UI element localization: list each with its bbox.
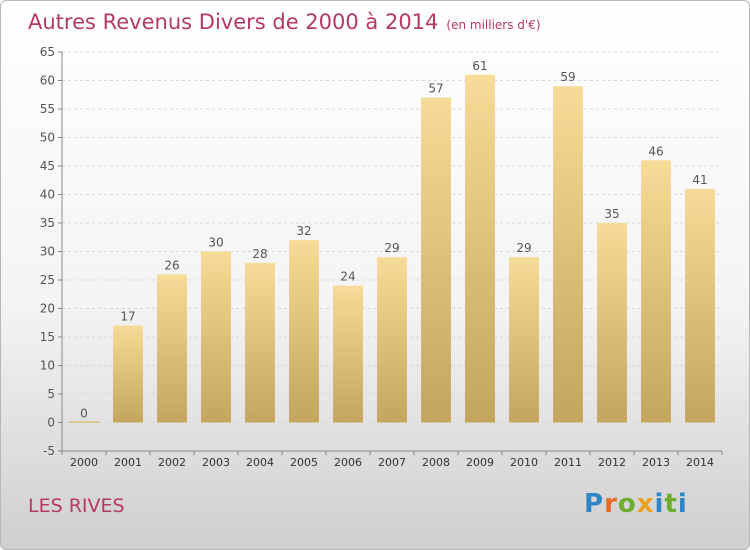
data-label-2007: 29	[384, 241, 399, 255]
bar-2013	[641, 160, 671, 423]
chart-title: Autres Revenus Divers de 2000 à 2014 (en …	[28, 10, 541, 34]
bar-2003	[201, 251, 231, 423]
x-tick-label-2001: 2001	[114, 456, 142, 469]
bar-2009	[465, 74, 495, 423]
bar-2012	[597, 223, 627, 423]
data-labels: 0 17 26 30 28 32 24 29 57 61 29 59 35 46 41	[80, 59, 707, 421]
y-tick-label: 55	[40, 102, 55, 116]
data-label-2012: 35	[604, 207, 619, 221]
x-tick-label-2000: 2000	[70, 456, 98, 469]
y-tick-label: 65	[40, 45, 55, 59]
data-label-2006: 24	[340, 270, 355, 284]
x-tick-label-2013: 2013	[642, 456, 670, 469]
y-tick-label: 20	[40, 302, 55, 316]
data-label-2014: 41	[692, 173, 707, 187]
y-tick-label: 15	[40, 330, 55, 344]
data-label-2009: 61	[472, 59, 487, 73]
data-label-2010: 29	[516, 241, 531, 255]
x-tick-label-2005: 2005	[290, 456, 318, 469]
x-tick-label-2011: 2011	[554, 456, 582, 469]
data-label-2002: 26	[164, 258, 179, 272]
commune-name: LES RIVES	[28, 495, 125, 517]
bar-2010	[509, 257, 539, 423]
bars	[69, 74, 715, 423]
data-label-2004: 28	[252, 247, 267, 261]
y-tick-label: 0	[47, 416, 55, 430]
bar-2008	[421, 97, 451, 423]
data-label-2005: 32	[296, 224, 311, 238]
logo-letter: o	[617, 489, 637, 519]
data-label-2011: 59	[560, 70, 575, 84]
logo-letter: P	[584, 489, 605, 519]
y-tick-label: 5	[47, 387, 55, 401]
logo-letter: r	[604, 489, 618, 519]
x-tick-label-2012: 2012	[598, 456, 626, 469]
x-tick-label-2002: 2002	[158, 456, 186, 469]
data-label-2000: 0	[80, 407, 88, 421]
logo-letter: t	[664, 489, 678, 519]
logo-letter: i	[677, 489, 688, 519]
bar-2006	[333, 285, 363, 423]
x-tick-label-2014: 2014	[686, 456, 714, 469]
x-tick-label-2009: 2009	[466, 456, 494, 469]
bar-2004	[245, 262, 275, 423]
bar-2014	[685, 188, 715, 423]
y-tick-label: 30	[40, 245, 55, 259]
x-tick-label-2006: 2006	[334, 456, 362, 469]
logo-letter: x	[636, 489, 655, 519]
data-label-2013: 46	[648, 144, 663, 158]
bar-2007	[377, 257, 407, 423]
title-unit: (en milliers d'€)	[446, 18, 541, 32]
y-tick-label: 35	[40, 216, 55, 230]
title-text: Autres Revenus Divers de 2000 à 2014	[28, 10, 439, 34]
bar-2001	[113, 325, 143, 423]
y-tick-label: 40	[40, 188, 55, 202]
bar-2000	[69, 421, 99, 423]
x-tick-label-2010: 2010	[510, 456, 538, 469]
y-tick-label: -5	[43, 444, 55, 458]
y-tick-label: 10	[40, 359, 55, 373]
bar-2002	[157, 274, 187, 423]
x-tick-label-2007: 2007	[378, 456, 406, 469]
data-label-2008: 57	[428, 82, 443, 96]
bar-2011	[553, 86, 583, 423]
y-tick-label: 60	[40, 74, 55, 88]
data-label-2003: 30	[208, 236, 223, 250]
x-tick-label-2004: 2004	[246, 456, 274, 469]
x-tick-label-2003: 2003	[202, 456, 230, 469]
y-tick-label: 45	[40, 159, 55, 173]
data-label-2001: 17	[120, 310, 135, 324]
y-tick-label: 50	[40, 131, 55, 145]
y-tick-label: 25	[40, 273, 55, 287]
bar-2005	[289, 240, 319, 423]
axes: -5 0 5 10 15 20 25 30 35 40 45 50 55 60 65 2000 2001 2002…	[40, 45, 723, 469]
x-tick-label-2008: 2008	[422, 456, 450, 469]
proxiti-logo: Proxiti	[584, 489, 688, 519]
logo-letter: i	[654, 489, 665, 519]
